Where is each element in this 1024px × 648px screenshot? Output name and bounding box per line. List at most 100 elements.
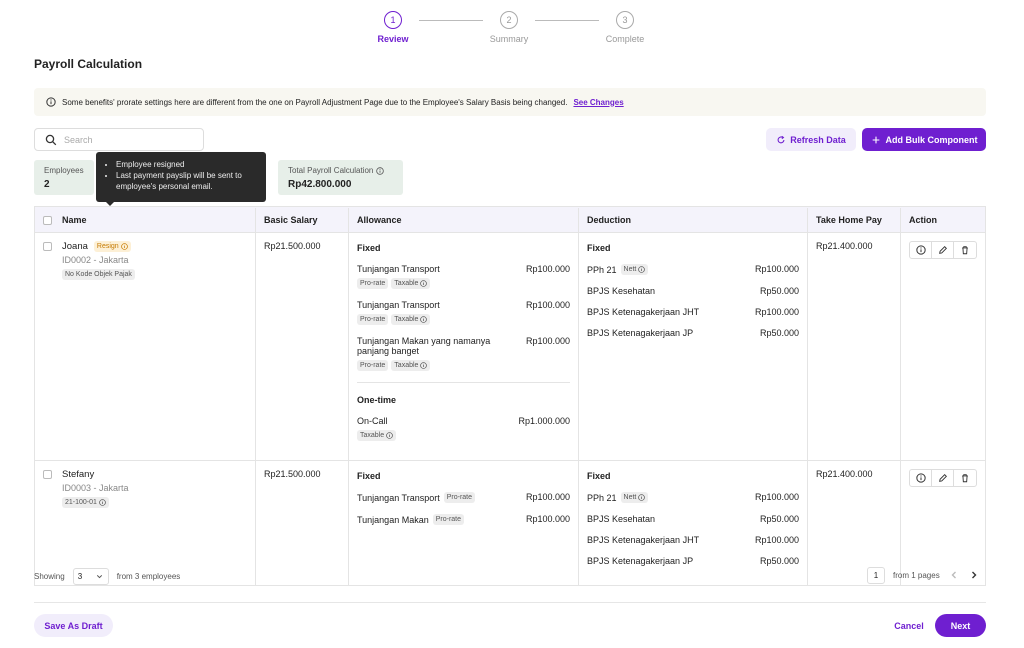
step-line [535,20,599,21]
trash-button[interactable] [954,242,976,258]
item-name: BPJS Kesehatan [587,286,656,296]
badge: Taxable [391,314,431,325]
deduction-cell: Fixed PPh 21 Nett Rp100.000 BPJS Kesehatan Rp… [579,461,808,585]
trash-button[interactable] [954,470,976,486]
badge: Taxable [391,278,431,289]
tooltip-arrow [105,201,115,206]
item-name-wrap: BPJS Kesehatan [587,286,655,296]
save-draft-button[interactable]: Save As Draft [34,614,113,637]
icon-shape [96,575,102,579]
icon-shape [423,317,425,319]
item-name: BPJS Ketenagakerjaan JHT [587,307,700,317]
badge-text: Taxable [394,280,419,287]
item-amount: Rp100.000 [525,514,570,524]
group-title: Fixed [587,243,611,253]
header-text: Name [62,214,87,225]
info-icon [99,499,106,506]
employee-tag: 21-100-01 [62,497,109,508]
icon-shape [638,494,646,501]
next-button[interactable]: Next [935,614,986,637]
add-label: Add Bulk Component [885,134,978,145]
tooltip-item: Last payment payslip will be sent to emp… [116,170,258,192]
icon-shape [420,280,428,287]
header-text: Take Home Pay [816,214,882,225]
item-name: PPh 21 [587,264,617,275]
badge: Taxable [391,360,431,371]
badge-text: Taxable [394,316,419,323]
status-text: Resign [96,243,119,250]
icon-shape [971,571,977,578]
basic-salary: Rp21.500.000 [256,461,349,585]
banner-text: Some benefits' prorate settings here are… [62,97,568,107]
tooltip-item: Employee resigned [116,159,258,170]
info-icon [638,494,646,501]
badge: Nett [620,492,649,503]
name-line: Stefany [43,469,247,480]
badges: Pro-rate Taxable [357,360,570,371]
header-cell: Basic Salary [256,207,349,232]
header-text: Deduction [587,214,631,225]
badge: Nett [620,264,649,275]
pencil-button[interactable] [932,242,954,258]
info-banner: Some benefits' prorate settings here are… [34,88,986,116]
add-bulk-button[interactable]: Add Bulk Component [862,128,986,151]
see-changes-link[interactable]: See Changes [573,97,624,107]
item-name-wrap: Tunjangan Transport [357,300,440,310]
icon-shape [641,267,643,269]
info-button[interactable] [910,470,932,486]
icon-shape [872,136,879,143]
pencil-icon [938,474,947,482]
chev-icon [96,575,102,579]
table-row: Joana Resign ID0002 - Jakarta No Kode Objek… [35,232,985,460]
search-input[interactable]: Search [34,128,204,151]
name-cell: Joana Resign ID0002 - Jakarta No Kode Objek… [35,233,256,460]
allowance-item: Tunjangan Transport Rp100.000 [357,264,570,274]
item-amount: Rp100.000 [525,492,570,502]
badge-text: Taxable [394,362,419,369]
info-icon [420,316,428,323]
group-title: Fixed [357,471,381,481]
pencil-button[interactable] [932,470,954,486]
employee-name: Joana [62,241,88,252]
page-number[interactable]: 1 [867,567,885,584]
icon-shape [777,135,785,143]
icon-shape [638,266,646,273]
page-size-select[interactable]: 3 [72,568,109,585]
badge-text: Pro-rate [360,316,386,323]
item-name: Tunjangan Transport [357,264,440,274]
cancel-button[interactable]: Cancel [894,620,924,631]
basic-salary: Rp21.500.000 [256,233,349,460]
checkbox[interactable] [43,470,52,479]
icon-shape [915,473,926,483]
item-amount: Rp50.000 [759,286,799,296]
prev-button[interactable] [948,569,960,583]
item-name: Tunjangan Transport [357,300,440,310]
step-line [419,20,483,21]
right-icon [971,571,977,578]
trash-icon [962,474,968,483]
total-label: from 3 employees [116,572,181,581]
checkbox[interactable] [43,242,52,251]
stat-value: Rp42.800.000 [288,179,352,190]
badge-text: Nett [623,494,637,501]
item-name-wrap: BPJS Kesehatan [587,514,655,524]
icon-shape [45,134,55,143]
item-name: On-Call [357,416,388,426]
table-header: Name Basic Salary Allowance Deduction Take H… [35,207,985,232]
next-page-button[interactable] [968,569,980,583]
header-cell: Action [901,208,985,232]
item-amount: Rp50.000 [759,514,799,524]
item-name-wrap: BPJS Ketenagakerjaan JP [587,328,693,338]
refresh-button[interactable]: Refresh Data [766,128,856,151]
info-button[interactable] [910,242,932,258]
deduction-item: BPJS Kesehatan Rp50.000 [587,514,799,524]
separator [357,382,570,383]
stat-label: Employees [44,166,84,175]
allowance-item: Tunjangan Makan yang namanya panjang ban… [357,336,570,356]
checkbox[interactable] [43,215,52,225]
tag-text: No Kode Objek Pajak [65,271,132,278]
item-name-wrap: BPJS Ketenagakerjaan JHT [587,307,699,317]
icon-shape [962,474,968,483]
